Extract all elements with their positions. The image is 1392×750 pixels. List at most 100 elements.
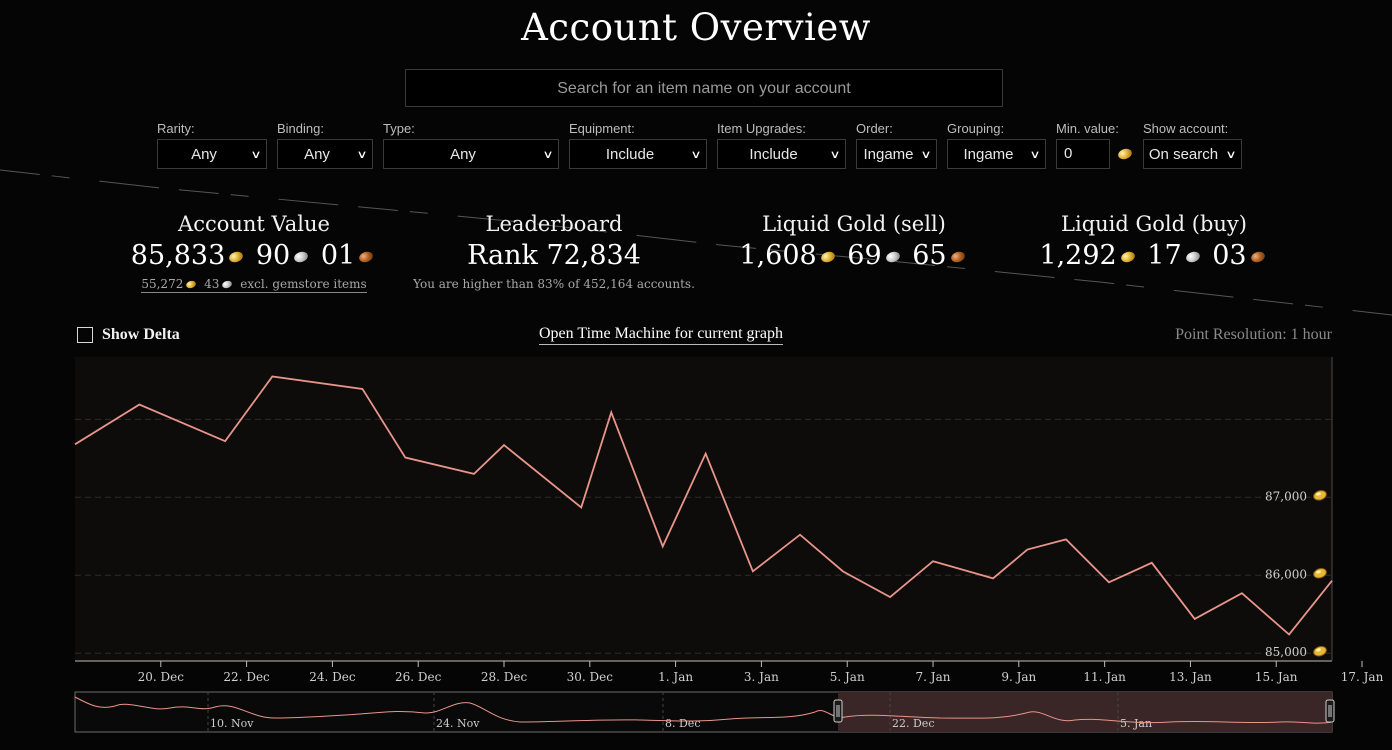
silver-amount: 69 — [847, 240, 882, 271]
min-value-filter: Min. value: 0 — [1056, 121, 1136, 169]
rarity-select[interactable]: Any ∨ — [157, 139, 267, 169]
sub-gold-amount: 55,272 — [141, 277, 184, 291]
x-tick-label: 9. Jan — [1001, 670, 1036, 684]
liquid-sell-amount: 1,608 69 65 — [719, 240, 989, 271]
rarity-label: Rarity: — [157, 121, 195, 136]
equipment-filter: Equipment: Include ∨ — [569, 121, 707, 169]
excl-gemstore-link[interactable]: 55,272 43 excl. gemstore items — [141, 277, 367, 293]
liquid-buy-amount: 1,292 17 03 — [1019, 240, 1289, 271]
x-tick-label: 20. Dec — [138, 670, 185, 684]
binding-label: Binding: — [277, 121, 324, 136]
account-value-title: Account Value — [178, 212, 330, 236]
rarity-value: Any — [191, 145, 217, 163]
x-tick-label: 30. Dec — [567, 670, 614, 684]
gold-amount: 1,608 — [739, 240, 817, 271]
type-select[interactable]: Any ∨ — [383, 139, 559, 169]
navigator-tick-label: 8. Dec — [665, 717, 700, 730]
show-delta-toggle[interactable]: Show Delta — [77, 326, 180, 344]
leaderboard-sub: You are higher than 83% of 452,164 accou… — [413, 277, 695, 291]
copper-amount: 03 — [1212, 240, 1247, 271]
chevron-down-icon: ∨ — [1029, 149, 1041, 161]
liquid-sell-stat: Liquid Gold (sell) 1,608 69 65 — [719, 212, 989, 271]
account-value-stat: Account Value 85,833 90 01 55,272 43 exc… — [119, 212, 389, 293]
x-tick-label: 5. Jan — [830, 670, 865, 684]
show-account-filter: Show account: On search ∨ — [1143, 121, 1242, 169]
gold-amount: 85,833 — [130, 240, 226, 271]
navigator-tick-label: 22. Dec — [892, 717, 934, 730]
navigator-tick-label: 5. Jan — [1120, 717, 1152, 730]
show-delta-label: Show Delta — [102, 326, 180, 343]
leaderboard-title: Leaderboard — [485, 212, 623, 236]
y-tick-label: 86,000 — [1265, 567, 1307, 581]
liquid-buy-title: Liquid Gold (buy) — [1061, 212, 1247, 236]
rarity-filter: Rarity: Any ∨ — [157, 121, 267, 169]
x-tick-label: 15. Jan — [1255, 670, 1298, 684]
chevron-down-icon: ∨ — [1225, 149, 1237, 161]
show-account-value: On search — [1148, 145, 1219, 163]
navigator-line — [74, 696, 1333, 724]
copper-amount: 65 — [912, 240, 947, 271]
sub-silver-amount: 43 — [204, 277, 220, 291]
search-input[interactable]: Search for an item name on your account — [405, 69, 1003, 107]
silver-amount: 17 — [1147, 240, 1182, 271]
grouping-value: Ingame — [963, 145, 1014, 163]
upgrades-filter: Item Upgrades: Include ∨ — [717, 121, 846, 169]
equipment-select[interactable]: Include ∨ — [569, 139, 707, 169]
grouping-select[interactable]: Ingame ∨ — [947, 139, 1046, 169]
liquid-sell-title: Liquid Gold (sell) — [762, 212, 946, 236]
type-value: Any — [450, 145, 476, 163]
navigator-left-handle[interactable] — [833, 699, 843, 723]
time-machine-link[interactable]: Open Time Machine for current graph — [539, 325, 783, 345]
liquid-buy-stat: Liquid Gold (buy) 1,292 17 03 — [1019, 212, 1289, 271]
gold-amount: 1,292 — [1039, 240, 1117, 271]
copper-amount: 01 — [320, 240, 356, 271]
equipment-value: Include — [605, 145, 655, 163]
min-value-input[interactable]: 0 — [1056, 139, 1110, 169]
order-select[interactable]: Ingame ∨ — [856, 139, 937, 169]
x-tick-label: 24. Dec — [309, 670, 356, 684]
order-value: Ingame — [863, 145, 914, 163]
y-tick-label: 85,000 — [1265, 645, 1307, 659]
navigator-tick-label: 10. Nov — [210, 717, 254, 730]
gold-coin-icon — [1313, 645, 1327, 657]
upgrades-value: Include — [749, 145, 798, 163]
type-filter: Type: Any ∨ — [383, 121, 559, 169]
order-label: Order: — [856, 121, 893, 136]
upgrades-select[interactable]: Include ∨ — [717, 139, 846, 169]
binding-value: Any — [304, 145, 330, 163]
chevron-down-icon: ∨ — [356, 149, 368, 161]
silver-amount: 90 — [255, 240, 291, 271]
navigator-tick-label: 24. Nov — [436, 717, 480, 730]
upgrades-label: Item Upgrades: — [717, 121, 806, 136]
x-tick-label: 17. Jan — [1341, 670, 1384, 684]
point-resolution: Point Resolution: 1 hour — [1175, 326, 1332, 343]
navigator-selection[interactable] — [838, 692, 1332, 732]
x-tick-label: 1. Jan — [658, 670, 693, 684]
binding-select[interactable]: Any ∨ — [277, 139, 373, 169]
chevron-down-icon: ∨ — [690, 149, 702, 161]
navigator-right-handle[interactable] — [1325, 699, 1335, 723]
gold-coin-icon — [1313, 568, 1327, 579]
show-account-select[interactable]: On search ∨ — [1143, 139, 1242, 169]
chevron-down-icon: ∨ — [829, 149, 841, 161]
x-tick-label: 26. Dec — [395, 670, 442, 684]
gold-coin-icon — [1313, 490, 1327, 501]
binding-filter: Binding: Any ∨ — [277, 121, 373, 169]
leaderboard-rank: Rank 72,834 — [467, 240, 641, 271]
page-title: Account Overview — [521, 6, 871, 49]
type-label: Type: — [383, 121, 415, 136]
chevron-down-icon: ∨ — [542, 149, 554, 161]
series-line — [74, 375, 1333, 636]
x-tick-label: 7. Jan — [916, 670, 951, 684]
x-tick-label: 28. Dec — [481, 670, 528, 684]
chevron-down-icon: ∨ — [250, 149, 262, 161]
x-tick-label: 3. Jan — [744, 670, 779, 684]
min-value-label: Min. value: — [1056, 121, 1119, 136]
plot-area — [75, 357, 1332, 661]
sub-text: excl. gemstore items — [240, 277, 367, 291]
leaderboard-stat: Leaderboard Rank 72,834 You are higher t… — [404, 212, 704, 291]
show-delta-checkbox[interactable] — [77, 327, 93, 343]
x-tick-label: 22. Dec — [223, 670, 270, 684]
equipment-label: Equipment: — [569, 121, 635, 136]
